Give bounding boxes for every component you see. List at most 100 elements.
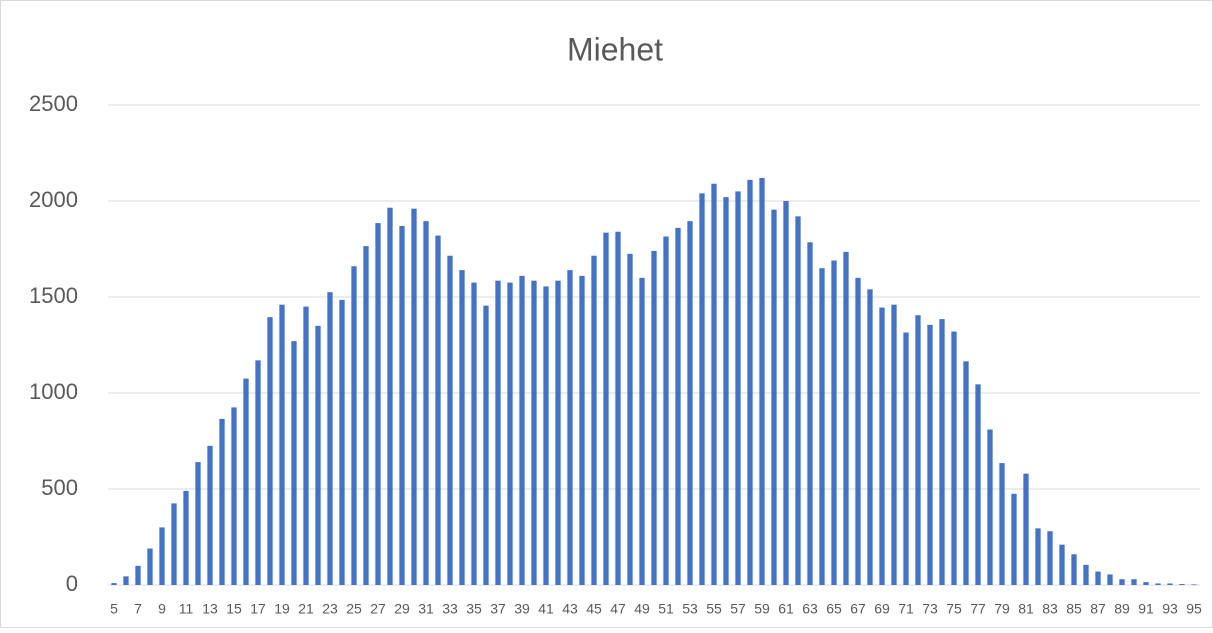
bar — [1083, 564, 1089, 585]
bar — [927, 324, 933, 585]
x-tick-label: 33 — [442, 601, 458, 617]
bar — [951, 331, 957, 585]
x-tick-label: 91 — [1138, 601, 1154, 617]
bar — [315, 325, 321, 585]
x-tick-label: 65 — [826, 601, 842, 617]
x-tick-label: 73 — [922, 601, 938, 617]
bar — [1107, 574, 1113, 585]
x-tick-label: 19 — [274, 601, 290, 617]
bar — [243, 378, 249, 585]
x-tick-label: 89 — [1114, 601, 1130, 617]
bar — [447, 255, 453, 585]
x-tick-label: 27 — [370, 601, 386, 617]
bar — [723, 197, 729, 585]
x-tick-label: 7 — [134, 601, 142, 617]
bar — [879, 307, 885, 585]
bar — [1119, 579, 1125, 585]
bar — [735, 191, 741, 585]
bar — [147, 548, 153, 585]
y-tick-label: 1000 — [29, 379, 78, 404]
x-tick-label: 55 — [706, 601, 722, 617]
bar — [375, 223, 381, 585]
x-tick-label: 17 — [250, 601, 266, 617]
bar — [435, 235, 441, 585]
x-tick-label: 51 — [658, 601, 674, 617]
bar — [675, 227, 681, 585]
bar — [351, 266, 357, 585]
bar — [507, 282, 513, 585]
bar — [279, 304, 285, 585]
bar — [363, 246, 369, 585]
bar — [639, 277, 645, 585]
x-tick-label: 87 — [1090, 601, 1106, 617]
x-tick-label: 5 — [110, 601, 118, 617]
bar — [771, 209, 777, 585]
bar — [159, 527, 165, 585]
bar — [483, 305, 489, 585]
bar — [195, 462, 201, 585]
x-tick-label: 13 — [202, 601, 218, 617]
bar — [747, 179, 753, 585]
bar — [135, 565, 141, 585]
bar — [231, 407, 237, 585]
bar — [567, 270, 573, 585]
bar — [1035, 528, 1041, 585]
bar — [219, 418, 225, 585]
x-tick-label: 21 — [298, 601, 314, 617]
x-tick-label: 49 — [634, 601, 650, 617]
x-tick-label: 29 — [394, 601, 410, 617]
bar — [759, 177, 765, 585]
bar — [1059, 544, 1065, 585]
x-tick-label: 11 — [179, 601, 194, 617]
x-tick-label: 69 — [874, 601, 890, 617]
bar — [303, 306, 309, 585]
y-tick-label: 2500 — [29, 91, 78, 116]
bar — [699, 193, 705, 585]
bar — [603, 232, 609, 585]
bar — [423, 221, 429, 585]
bar — [591, 255, 597, 585]
bar — [543, 286, 549, 585]
bar — [267, 317, 273, 585]
bar — [615, 231, 621, 585]
bar — [1095, 571, 1101, 585]
bar — [123, 576, 129, 585]
bar — [843, 251, 849, 585]
x-tick-label: 83 — [1042, 601, 1058, 617]
bar — [819, 268, 825, 585]
bar — [1023, 473, 1029, 585]
x-tick-label: 93 — [1162, 601, 1178, 617]
bar — [579, 275, 585, 585]
bar — [867, 289, 873, 585]
bar — [1155, 583, 1161, 585]
bar — [399, 225, 405, 585]
x-tick-label: 71 — [898, 601, 914, 617]
bar — [831, 260, 837, 585]
bar — [1167, 583, 1173, 585]
x-tick-label: 31 — [418, 601, 434, 617]
x-tick-label: 57 — [730, 601, 746, 617]
bar — [1047, 531, 1053, 585]
bar — [783, 201, 789, 585]
bar — [627, 253, 633, 586]
x-tick-label: 77 — [970, 601, 986, 617]
x-tick-label: 63 — [802, 601, 818, 617]
x-tick-label: 85 — [1066, 601, 1082, 617]
bar — [555, 280, 561, 585]
bar — [1191, 584, 1197, 585]
bar — [339, 299, 345, 585]
bar — [255, 360, 261, 585]
bar — [1011, 493, 1017, 585]
y-tick-label: 500 — [41, 475, 78, 500]
bar — [999, 463, 1005, 585]
bar — [291, 341, 297, 585]
x-tick-label: 95 — [1186, 601, 1202, 617]
x-tick-label: 61 — [778, 601, 794, 617]
bar — [903, 332, 909, 585]
y-tick-label: 1500 — [29, 283, 78, 308]
x-tick-label: 15 — [226, 601, 242, 617]
bar — [495, 280, 501, 585]
bar — [1131, 579, 1137, 585]
bar — [915, 315, 921, 585]
